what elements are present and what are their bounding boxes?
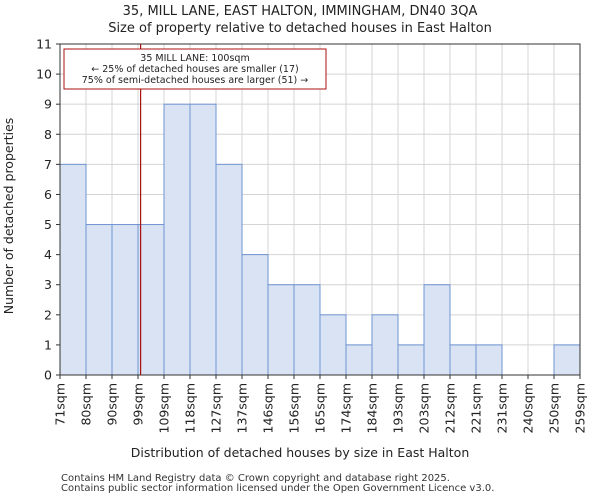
y-tick-label: 0 — [44, 368, 52, 383]
y-tick-label: 1 — [44, 337, 52, 352]
chart-subtitle: Size of property relative to detached ho… — [108, 21, 492, 36]
x-tick-label: 212sqm — [443, 383, 458, 433]
y-tick-label: 3 — [44, 277, 52, 292]
bar — [163, 103, 191, 376]
bar — [423, 284, 451, 376]
bars — [59, 103, 581, 376]
x-tick-label: 259sqm — [573, 383, 588, 433]
annotation-line-3: 75% of semi-detached houses are larger (… — [82, 75, 309, 86]
x-tick-label: 80sqm — [79, 383, 94, 426]
x-tick-label: 231sqm — [495, 383, 510, 433]
y-tick-label: 11 — [36, 37, 52, 52]
annotation-line-1: 35 MILL LANE: 100sqm — [140, 53, 249, 64]
x-tick-label: 174sqm — [339, 383, 354, 433]
bar — [85, 224, 113, 376]
bar — [371, 314, 399, 376]
bar — [189, 103, 217, 376]
y-tick-label: 7 — [44, 157, 52, 172]
bar — [241, 254, 269, 376]
bar — [475, 344, 503, 376]
plot-frame — [59, 43, 581, 376]
y-tick-label: 5 — [44, 217, 52, 232]
x-tick-label: 193sqm — [391, 383, 406, 433]
x-tick-label: 240sqm — [521, 383, 536, 433]
x-tick-label: 71sqm — [53, 383, 68, 426]
x-axis-label: Distribution of detached houses by size … — [131, 445, 470, 460]
x-tick-label: 118sqm — [183, 383, 198, 433]
y-tick-label: 8 — [44, 127, 52, 142]
x-tick-label: 203sqm — [417, 383, 432, 433]
bar — [553, 344, 581, 376]
x-tick-label: 90sqm — [105, 383, 120, 426]
bar — [59, 163, 87, 376]
x-tick-label: 250sqm — [547, 383, 562, 433]
y-tick-label: 6 — [44, 187, 52, 202]
footer-line-2: Contains public sector information licen… — [61, 483, 495, 494]
x-tick-label: 184sqm — [365, 383, 380, 433]
x-tick-label: 165sqm — [313, 383, 328, 433]
bar — [267, 284, 295, 376]
x-tick-label: 146sqm — [261, 383, 276, 433]
y-axis-ticks: 0 1 2 3 4 5 6 7 8 9 10 11 — [36, 37, 60, 383]
x-tick-label: 137sqm — [235, 383, 250, 433]
bar — [319, 314, 347, 376]
x-axis-ticks: 71sqm 80sqm 90sqm 99sqm 109sqm 118sqm 127sqm 13… — [53, 375, 588, 433]
bar — [293, 284, 321, 376]
annotation-frame — [63, 48, 327, 90]
annotation-box: 35 MILL LANE: 100sqm ← 25% of detached h… — [63, 48, 327, 90]
bar — [345, 344, 373, 376]
x-tick-label: 109sqm — [157, 383, 172, 433]
y-tick-label: 2 — [44, 307, 52, 322]
bar — [137, 224, 165, 376]
bar — [215, 163, 243, 376]
x-tick-label: 127sqm — [209, 383, 224, 433]
annotation-line-2: ← 25% of detached houses are smaller (17… — [91, 64, 298, 75]
y-tick-label: 10 — [36, 67, 52, 82]
y-tick-label: 4 — [44, 247, 52, 262]
bar — [111, 224, 139, 376]
y-axis-label: Number of detached properties — [1, 118, 16, 315]
bar — [449, 344, 477, 376]
chart-title: 35, MILL LANE, EAST HALTON, IMMINGHAM, D… — [123, 4, 478, 19]
x-tick-label: 99sqm — [131, 383, 146, 426]
x-tick-label: 156sqm — [287, 383, 302, 433]
x-tick-label: 221sqm — [469, 383, 484, 433]
y-tick-label: 9 — [44, 97, 52, 112]
histogram-chart: 35, MILL LANE, EAST HALTON, IMMINGHAM, D… — [1, 4, 588, 460]
footer-line-1: Contains HM Land Registry data © Crown c… — [61, 473, 450, 484]
bar — [397, 344, 425, 376]
